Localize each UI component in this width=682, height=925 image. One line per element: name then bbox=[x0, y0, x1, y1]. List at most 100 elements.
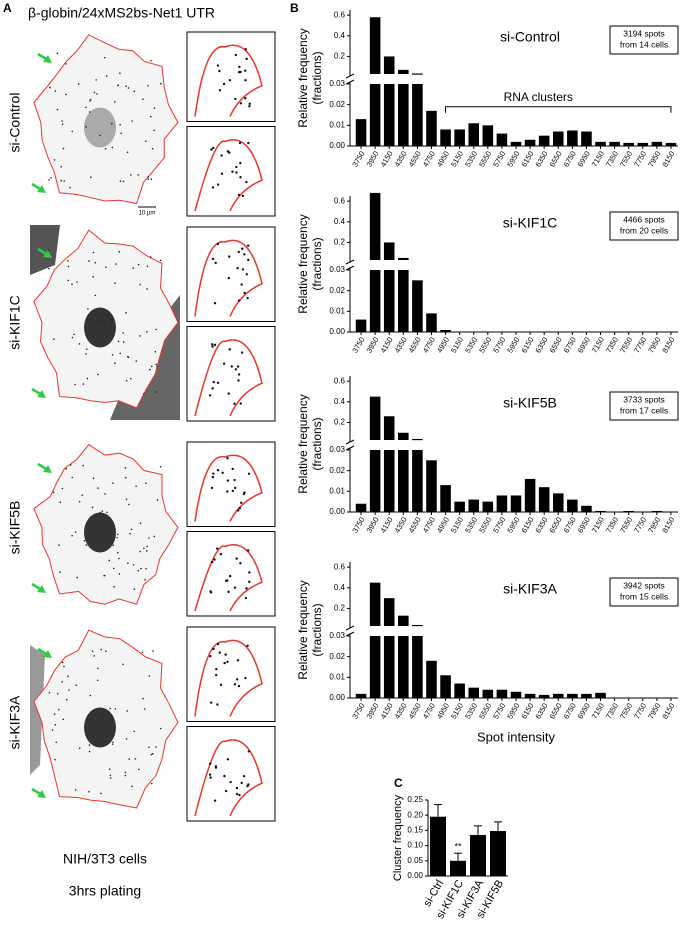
rna-spot bbox=[216, 183, 220, 186]
inset-frame bbox=[186, 31, 276, 122]
rna-spot bbox=[216, 547, 219, 550]
bar bbox=[552, 131, 564, 146]
arrow-head bbox=[37, 585, 46, 593]
rna-spot bbox=[122, 663, 124, 666]
rna-spot bbox=[78, 500, 81, 503]
rna-spot bbox=[234, 97, 237, 101]
rna-spot bbox=[90, 176, 92, 179]
rna-spot bbox=[149, 368, 151, 371]
bar bbox=[538, 487, 550, 512]
neighbor-cell bbox=[30, 225, 60, 275]
y-axis-label: Relative frequency bbox=[296, 28, 310, 127]
bar bbox=[482, 125, 494, 146]
rna-spot bbox=[88, 750, 91, 753]
bar bbox=[490, 831, 506, 876]
rna-spot bbox=[150, 59, 152, 62]
rna-spot bbox=[240, 247, 244, 250]
y-tick-label: 0.01 bbox=[329, 672, 345, 681]
rna-spot bbox=[212, 380, 215, 384]
x-tick-label: 6950 bbox=[576, 149, 592, 168]
rna-spot bbox=[87, 308, 89, 310]
y-tick-label: 0.01 bbox=[329, 120, 345, 129]
rna-spot bbox=[155, 328, 157, 331]
rna-spot bbox=[228, 78, 232, 82]
y-axis-label: Relative frequency bbox=[296, 580, 310, 679]
rna-spot bbox=[139, 550, 141, 553]
rna-spot bbox=[226, 490, 229, 493]
rna-spot bbox=[218, 651, 221, 654]
chart-title: si-KIF5B bbox=[503, 395, 557, 411]
rna-spot bbox=[212, 146, 215, 150]
rna-spot bbox=[216, 381, 220, 384]
rna-spot bbox=[113, 100, 116, 103]
x-tick-label: 6350 bbox=[533, 515, 549, 534]
bar bbox=[595, 692, 606, 698]
x-tick-label: 6750 bbox=[562, 515, 578, 534]
rna-spot bbox=[214, 673, 218, 677]
rna-spot bbox=[122, 341, 125, 343]
rna-spot bbox=[247, 750, 251, 753]
note: from 14 cells bbox=[620, 39, 668, 49]
rna-spot bbox=[226, 457, 229, 460]
rna-spot bbox=[124, 774, 127, 777]
rna-spot bbox=[239, 176, 242, 179]
x-tick-label: 6150 bbox=[519, 335, 535, 354]
x-tick-label: 5950 bbox=[505, 515, 521, 534]
rna-spot bbox=[216, 642, 220, 646]
x-tick-label: 8150 bbox=[660, 335, 676, 354]
rna-spot bbox=[247, 141, 250, 145]
note: from 15 cells bbox=[620, 591, 668, 601]
rna-spot bbox=[213, 799, 217, 802]
rna-spot bbox=[226, 479, 230, 482]
rna-spot bbox=[61, 487, 64, 490]
rna-spot bbox=[100, 648, 102, 651]
rna-spot bbox=[77, 83, 80, 85]
rna-spot bbox=[226, 150, 230, 153]
rna-spot bbox=[214, 766, 218, 769]
rna-spot bbox=[124, 771, 127, 774]
y-axis-label: (fractions) bbox=[310, 417, 324, 470]
nucleus bbox=[84, 107, 116, 148]
x-tick-label: 6350 bbox=[533, 701, 549, 720]
rna-spot bbox=[146, 265, 149, 268]
rna-spot bbox=[83, 539, 86, 542]
x-tick-label: 7350 bbox=[604, 701, 620, 720]
rna-spot bbox=[208, 773, 212, 776]
y-tick-label: 0.4 bbox=[334, 583, 346, 592]
rna-spot bbox=[138, 768, 140, 771]
rna-spot bbox=[104, 493, 106, 495]
rna-spot bbox=[139, 522, 142, 524]
rna-spot bbox=[110, 318, 113, 321]
row-label: si-KIF5B bbox=[7, 501, 23, 555]
rna-spot bbox=[126, 151, 129, 154]
rna-spot bbox=[53, 159, 56, 161]
rna-spot bbox=[143, 547, 145, 550]
bar bbox=[426, 110, 437, 146]
bar bbox=[595, 141, 606, 146]
y-tick-label: 0.2 bbox=[334, 418, 346, 427]
bar bbox=[482, 689, 494, 698]
rna-spot bbox=[112, 544, 115, 547]
row-label: si-KIF1C bbox=[7, 295, 23, 349]
rna-spot bbox=[150, 365, 153, 368]
rna-spot bbox=[89, 100, 91, 102]
rna-spot bbox=[129, 174, 132, 176]
rna-spot bbox=[108, 559, 111, 562]
y-tick-label: 0.6 bbox=[334, 562, 346, 571]
rna-spot bbox=[209, 590, 212, 593]
rna-spot bbox=[214, 261, 217, 265]
x-tick-label: 7550 bbox=[618, 701, 634, 720]
rna-spot bbox=[237, 193, 241, 197]
nucleus bbox=[84, 307, 116, 348]
rna-spot bbox=[235, 678, 239, 681]
rna-spot bbox=[237, 250, 240, 254]
panel-label: A bbox=[3, 1, 12, 15]
rna-spot bbox=[149, 115, 152, 118]
bar bbox=[581, 505, 592, 512]
x-tick-label: 8150 bbox=[660, 149, 676, 168]
x-tick-label: 4350 bbox=[393, 335, 409, 354]
rna-spot bbox=[231, 467, 234, 471]
rna-spot bbox=[137, 569, 140, 572]
rna-spot bbox=[159, 727, 162, 730]
bar bbox=[567, 499, 578, 512]
